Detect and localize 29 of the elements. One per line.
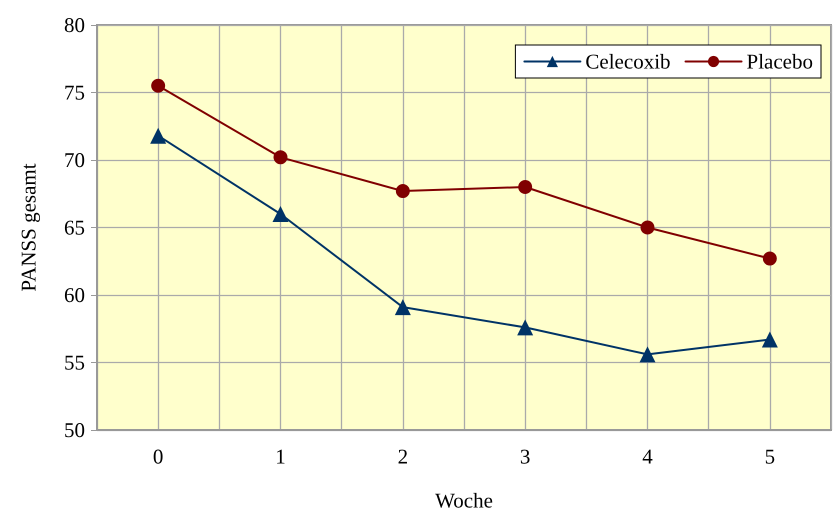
point bbox=[274, 150, 288, 164]
point bbox=[762, 332, 778, 348]
point bbox=[151, 78, 166, 93]
point bbox=[518, 180, 532, 194]
y-tick-label: 65 bbox=[64, 216, 85, 240]
x-tick-label: 3 bbox=[520, 444, 530, 468]
point bbox=[517, 319, 534, 336]
x-tick-label: 4 bbox=[642, 444, 654, 468]
legend-label: Celecoxib bbox=[585, 50, 671, 74]
x-tick-label: 0 bbox=[152, 444, 164, 468]
y-tick-label: 80 bbox=[64, 13, 85, 37]
x-tick-label: 5 bbox=[764, 444, 776, 468]
y-tick-label: 75 bbox=[64, 80, 85, 104]
legend-label: Placebo bbox=[746, 50, 814, 74]
x-tick-label: 1 bbox=[275, 444, 286, 468]
x-tick-label: 2 bbox=[398, 444, 408, 468]
y-tick-label: 55 bbox=[64, 350, 85, 374]
point bbox=[762, 252, 777, 266]
x-axis-title: Woche bbox=[435, 488, 493, 512]
point bbox=[396, 184, 410, 198]
point bbox=[272, 206, 288, 222]
y-axis-title: PANSS gesamt bbox=[16, 163, 40, 292]
y-tick-label: 50 bbox=[64, 418, 85, 442]
point bbox=[150, 128, 166, 144]
y-tick-label: 60 bbox=[64, 283, 85, 307]
point bbox=[640, 220, 654, 234]
point bbox=[394, 299, 411, 316]
point bbox=[640, 346, 656, 362]
y-tick-label: 70 bbox=[64, 148, 85, 172]
